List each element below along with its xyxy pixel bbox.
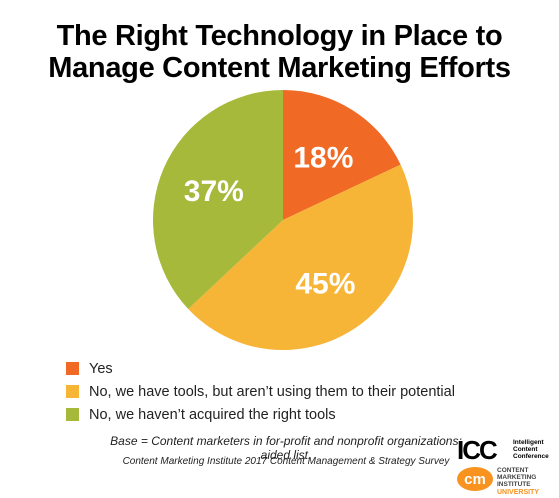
legend: Yes No, we have tools, but aren’t using … — [66, 357, 455, 426]
legend-item-not-acquired: No, we haven’t acquired the right tools — [66, 403, 455, 426]
legend-swatch-yes — [66, 362, 79, 375]
chart-title-line-2: Manage Content Marketing Efforts — [48, 52, 511, 84]
pie-slice-not-acquired — [153, 90, 283, 309]
legend-swatch-not-using-potential — [66, 385, 79, 398]
legend-label-not-acquired: No, we haven’t acquired the right tools — [89, 406, 336, 423]
cmi-logo-badge — [457, 467, 493, 491]
base-footnote: Base = Content marketers in for-profit a… — [110, 434, 462, 462]
source-note: Content Marketing Institute 2017 Content… — [122, 456, 450, 467]
cmi-logo-sub: UNIVERSITY — [497, 489, 539, 496]
cmi-logo-text-2: MARKETING — [497, 474, 536, 481]
pie-label-not-acquired: 37% — [184, 175, 244, 208]
pie-label-yes: 18% — [293, 141, 353, 174]
pie-slice-yes — [283, 90, 401, 220]
legend-label-yes: Yes — [89, 360, 113, 377]
legend-item-yes: Yes — [66, 357, 455, 380]
icc-logo-text-1: Intelligent — [513, 439, 545, 446]
legend-swatch-not-acquired — [66, 408, 79, 421]
chart-title-line-1: The Right Technology in Place to — [56, 20, 503, 52]
icc-logo: ICC Intelligent Content Conference — [457, 435, 549, 465]
legend-label-not-using-potential: No, we have tools, but aren’t using them… — [89, 383, 455, 400]
icc-logo-text-2: Content — [513, 446, 538, 453]
logos: ICC Intelligent Content Conference cm CO… — [457, 435, 549, 496]
cmi-logo-text-3: INSTITUTE — [497, 481, 531, 488]
cmi-logo-text-1: CONTENT — [497, 467, 528, 474]
cmi-logo-mark: cm — [464, 471, 486, 488]
legend-item-not-using-potential: No, we have tools, but aren’t using them… — [66, 380, 455, 403]
chart-title: The Right Technology in Place to Manage … — [0, 20, 559, 84]
pie-label-not-using-potential: 45% — [295, 267, 355, 300]
icc-logo-mark: ICC — [457, 435, 498, 465]
icc-logo-text-3: Conference — [513, 453, 549, 460]
pie-slice-not-using-potential — [188, 164, 413, 350]
cmi-logo: cm CONTENT MARKETING INSTITUTE UNIVERSIT… — [457, 467, 539, 496]
